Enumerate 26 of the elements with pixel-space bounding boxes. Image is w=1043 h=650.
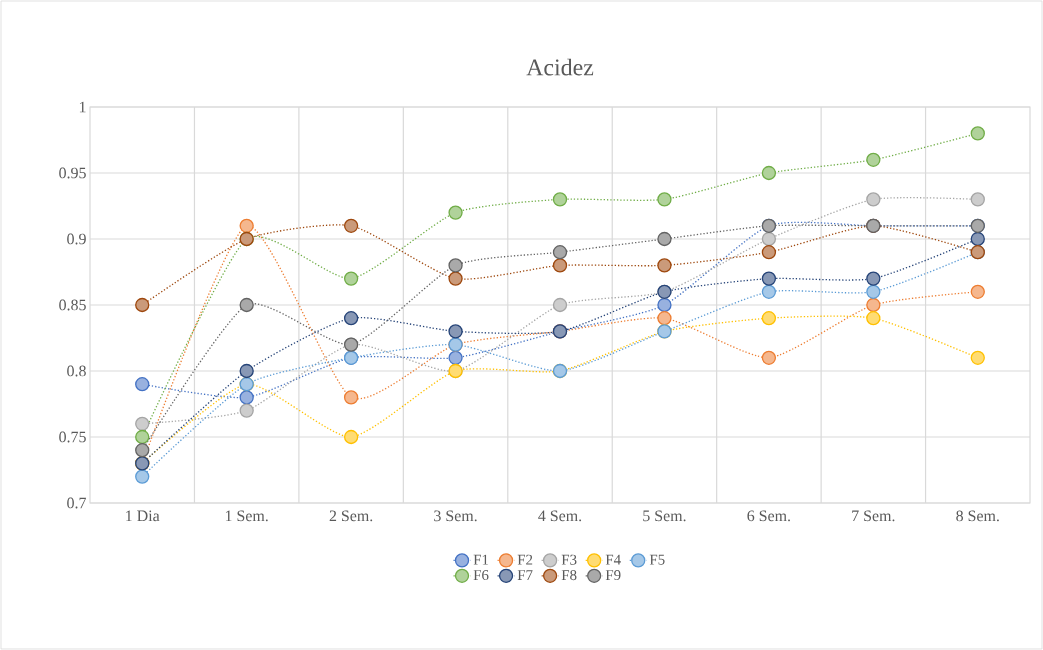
x-tick-label: 6 Sem. xyxy=(747,510,790,522)
legend-label: F9 xyxy=(605,570,621,581)
y-tick-label: 0.85 xyxy=(59,299,86,311)
y-tick-label: 0.8 xyxy=(67,365,86,377)
x-tick-label: 4 Sem. xyxy=(538,510,582,522)
chart-title: Acidez xyxy=(526,58,594,76)
legend-label: F6 xyxy=(473,570,489,581)
x-tick-label: 1 Dia xyxy=(126,510,160,522)
legend-label: F7 xyxy=(517,570,533,580)
x-tick-label: 2 Sem. xyxy=(329,510,373,522)
y-tick-label: 0.75 xyxy=(59,431,86,443)
x-tick-label: 5 Sem. xyxy=(643,510,686,522)
legend-label: F3 xyxy=(561,554,577,565)
x-tick-label: 8 Sem. xyxy=(956,510,999,522)
y-tick-label: 1 xyxy=(79,101,86,113)
x-tick-label: 1 Sem. xyxy=(225,510,268,522)
legend-label: F4 xyxy=(605,554,621,565)
legend-label: F2 xyxy=(517,554,533,565)
legend-label: F1 xyxy=(473,554,489,565)
x-tick-label: 7 Sem. xyxy=(852,510,895,522)
legend-label: F5 xyxy=(649,554,665,565)
y-tick-label: 0.7 xyxy=(67,497,87,509)
x-tick-label: 3 Sem. xyxy=(434,510,477,522)
y-tick-label: 0.9 xyxy=(67,233,86,245)
y-tick-label: 0.95 xyxy=(59,167,86,179)
legend-label: F8 xyxy=(561,570,577,581)
